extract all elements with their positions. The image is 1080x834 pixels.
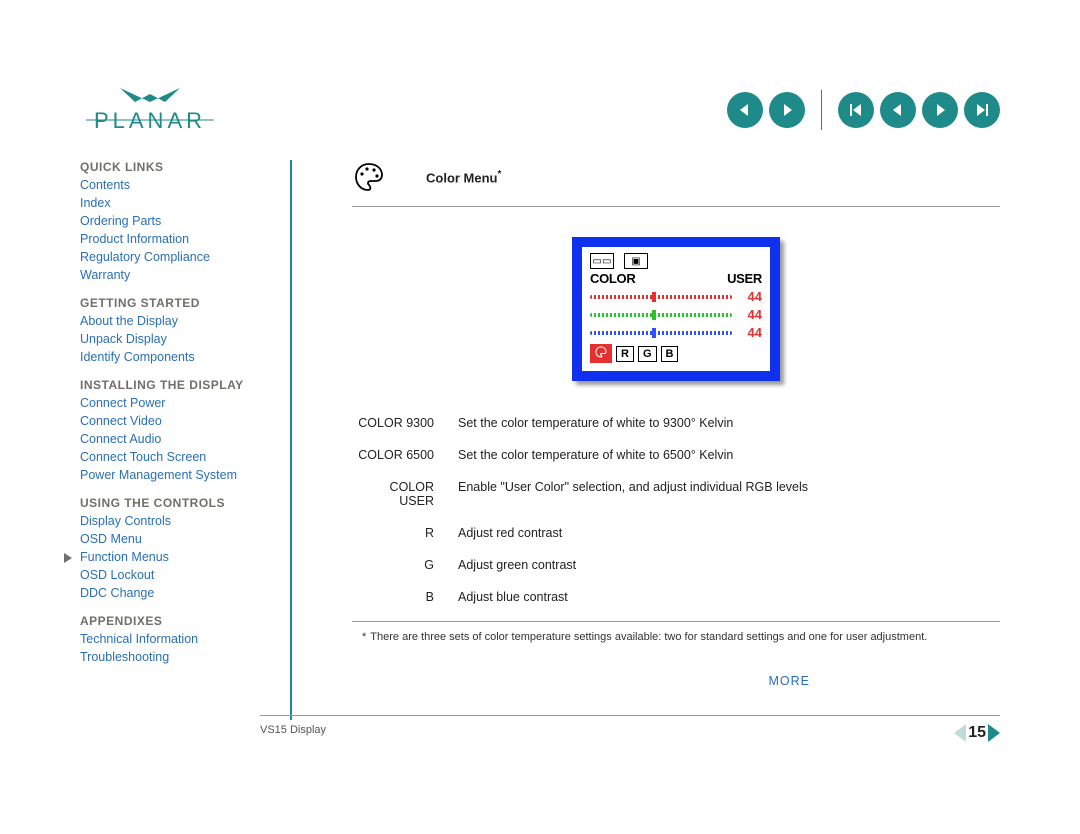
sidebar-link[interactable]: Connect Touch Screen	[80, 450, 270, 464]
sidebar-link[interactable]: OSD Lockout	[80, 568, 270, 582]
osd-slider-row: 44	[590, 289, 762, 304]
osd-slider-value: 44	[740, 325, 762, 340]
page-number: 15	[954, 724, 1000, 742]
sidebar-link[interactable]: Unpack Display	[80, 332, 270, 346]
sidebar-link[interactable]: Index	[80, 196, 270, 210]
row-label: R	[352, 517, 452, 549]
row-desc: Enable "User Color" selection, and adjus…	[452, 471, 1000, 517]
row-desc: Adjust blue contrast	[452, 581, 1000, 613]
osd-slider	[590, 295, 732, 299]
row-label: G	[352, 549, 452, 581]
footer-label: VS15 Display	[260, 724, 326, 736]
nav-forward-icon[interactable]	[922, 92, 958, 128]
sidebar-link[interactable]: OSD Menu	[80, 532, 270, 546]
page-marker-right-icon	[988, 724, 1000, 742]
table-row: BAdjust blue contrast	[352, 581, 1000, 613]
row-label: COLOR USER	[352, 471, 452, 517]
sidebar-link[interactable]: Troubleshooting	[80, 650, 270, 664]
osd-chip: R	[616, 346, 634, 362]
content-rule	[352, 621, 1000, 622]
sidebar-link[interactable]: About the Display	[80, 314, 270, 328]
current-page-marker-icon	[64, 553, 72, 563]
sidebar-link[interactable]: Product Information	[80, 232, 270, 246]
sidebar-section-head: INSTALLING THE DISPLAY	[80, 378, 270, 392]
table-row: GAdjust green contrast	[352, 549, 1000, 581]
nav-next-page-icon[interactable]	[769, 92, 805, 128]
content-title-row: Color Menu*	[352, 160, 1000, 207]
osd-top-glyph: ▣	[624, 253, 648, 269]
header-nav	[727, 90, 1001, 130]
osd-figure: ▭▭ ▣ COLOR USER 44 44 44 R	[352, 237, 1000, 381]
sidebar-link[interactable]: Connect Video	[80, 414, 270, 428]
nav-back-icon[interactable]	[880, 92, 916, 128]
palette-icon	[352, 160, 386, 194]
row-desc: Set the color temperature of white to 65…	[452, 439, 1000, 471]
more-link[interactable]: MORE	[769, 674, 811, 688]
osd-slider-value: 44	[740, 307, 762, 322]
nav-last-icon[interactable]	[964, 92, 1000, 128]
sidebar-link[interactable]: Technical Information	[80, 632, 270, 646]
sidebar-link[interactable]: Connect Power	[80, 396, 270, 410]
vertical-rule	[290, 160, 292, 720]
table-row: COLOR 9300Set the color temperature of w…	[352, 407, 1000, 439]
osd-chip: G	[638, 346, 657, 362]
sidebar-section-head: APPENDIXES	[80, 614, 270, 628]
osd-head-right: USER	[727, 271, 762, 286]
osd-slider-value: 44	[740, 289, 762, 304]
content-title: Color Menu*	[426, 169, 501, 185]
row-label: COLOR 9300	[352, 407, 452, 439]
row-desc: Adjust red contrast	[452, 517, 1000, 549]
osd-top-glyph: ▭▭	[590, 253, 614, 269]
sidebar-link[interactable]: Connect Audio	[80, 432, 270, 446]
sidebar-link[interactable]: Power Management System	[80, 468, 270, 482]
sidebar-link[interactable]: Contents	[80, 178, 270, 192]
osd-chip: B	[661, 346, 679, 362]
sidebar-link[interactable]: Display Controls	[80, 514, 270, 528]
footnote: *There are three sets of color temperatu…	[352, 630, 1000, 645]
sidebar-link[interactable]: Warranty	[80, 268, 270, 282]
footer: VS15 Display	[260, 715, 1000, 736]
table-row: COLOR USEREnable "User Color" selection,…	[352, 471, 1000, 517]
sidebar-link[interactable]: DDC Change	[80, 586, 270, 600]
row-desc: Adjust green contrast	[452, 549, 1000, 581]
sidebar-link[interactable]: Ordering Parts	[80, 214, 270, 228]
sidebar-link[interactable]: Identify Components	[80, 350, 270, 364]
sidebar-section-head: USING THE CONTROLS	[80, 496, 270, 510]
osd-slider	[590, 313, 732, 317]
row-desc: Set the color temperature of white to 93…	[452, 407, 1000, 439]
nav-divider	[821, 90, 823, 130]
osd-slider-row: 44	[590, 325, 762, 340]
sidebar-section-head: QUICK LINKS	[80, 160, 270, 174]
description-table: COLOR 9300Set the color temperature of w…	[352, 407, 1000, 613]
header: PLANAR	[80, 0, 1000, 160]
main: QUICK LINKS Contents Index Ordering Parts Pr…	[80, 160, 1000, 720]
osd-head-left: COLOR	[590, 271, 635, 286]
content: Color Menu* ▭▭ ▣ COLOR USER 4	[322, 160, 1000, 720]
table-row: RAdjust red contrast	[352, 517, 1000, 549]
sidebar-section-head: GETTING STARTED	[80, 296, 270, 310]
osd-slider	[590, 331, 732, 335]
osd-chip-palette-icon	[590, 344, 612, 363]
sidebar: QUICK LINKS Contents Index Ordering Parts Pr…	[80, 160, 290, 720]
sidebar-link[interactable]: Function Menus	[80, 550, 270, 564]
nav-first-icon[interactable]	[838, 92, 874, 128]
sidebar-link[interactable]: Regulatory Compliance	[80, 250, 270, 264]
row-label: B	[352, 581, 452, 613]
table-row: COLOR 6500Set the color temperature of w…	[352, 439, 1000, 471]
planar-logo: PLANAR	[80, 80, 220, 140]
osd-slider-row: 44	[590, 307, 762, 322]
nav-prev-page-icon[interactable]	[727, 92, 763, 128]
row-label: COLOR 6500	[352, 439, 452, 471]
